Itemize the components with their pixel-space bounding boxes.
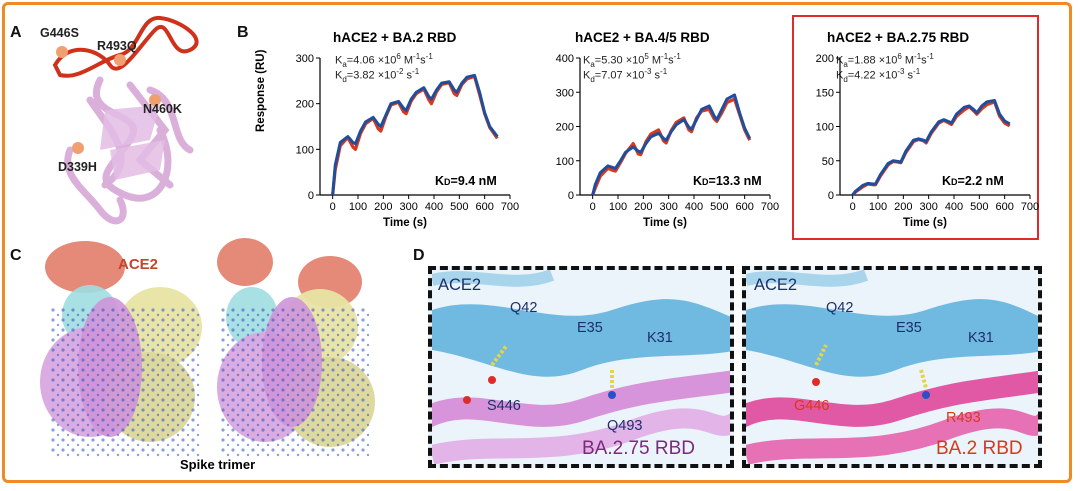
y-tick-label: 100 [296, 144, 314, 156]
y-tick-label: 300 [296, 53, 314, 65]
inset-ba275-k31: K31 [647, 330, 673, 346]
inset-ba275-rbd-label: BA.2.75 RBD [582, 438, 695, 459]
x-tick-label: 400 [685, 201, 703, 213]
y-tick-label: 150 [816, 87, 834, 99]
rbd-structure-image [52, 16, 199, 225]
x-tick-label: 300 [399, 201, 417, 213]
chart-title-ba2: hACE2 + BA.2 RBD [333, 30, 457, 45]
inset-ba2-e35: E35 [896, 320, 922, 336]
x-tick-label: 100 [349, 201, 367, 213]
y-tick-label: 300 [556, 87, 574, 99]
x-tick-label: 700 [1021, 201, 1039, 213]
x-tick-label: 600 [735, 201, 753, 213]
mutation-label-r493q: R493Q [97, 39, 137, 53]
x-tick-label: 300 [659, 201, 677, 213]
inset-ba2-rbd-label: BA.2 RBD [936, 438, 1023, 459]
x-tick-label: 600 [995, 201, 1013, 213]
x-tick-label: 200 [374, 201, 392, 213]
inset-ba2-r493: R493 [946, 410, 981, 426]
x-axis-label: Time (s) [643, 217, 687, 229]
ace2-label: ACE2 [118, 256, 159, 273]
kd-ba45: Kd=7.07 ×10-3 s-1 [583, 67, 668, 84]
series-line-data [591, 97, 752, 196]
inset-ba275-q42: Q42 [510, 300, 538, 316]
inset-ba2-g446: G446 [794, 398, 830, 414]
x-tick-label: 700 [501, 201, 519, 213]
d339h-site [72, 142, 84, 154]
spike-complex-left [40, 241, 202, 457]
y-tick-label: 0 [568, 190, 574, 202]
highlight-box [792, 15, 1039, 240]
x-axis-label: Time (s) [903, 217, 947, 229]
inset-ba275: ACE2 Q42 E35 K31 S446 Q493 BA.2.75 RBD [428, 266, 734, 468]
x-tick-label: 600 [475, 201, 493, 213]
ka-ba45: Ka=5.30 ×105 M-1s-1 [583, 52, 681, 69]
x-tick-label: 300 [919, 201, 937, 213]
y-tick-label: 100 [816, 122, 834, 134]
x-tick-label: 100 [869, 201, 887, 213]
spr-chart-ba275: 0 100 200 300 400 500 600 700 0 50 100 150 200 Time (… [816, 53, 1040, 229]
x-tick-label: 400 [425, 201, 443, 213]
y-tick-label: 50 [822, 156, 834, 168]
figure-frame [2, 2, 1072, 483]
spr-chart-ba2: 0 100 200 300 400 500 600 700 0 100 200 300 Time (s) [296, 53, 520, 229]
inset-ba275-structure [432, 270, 730, 464]
series-line-fit [591, 93, 752, 196]
inset-ba2-q42: Q42 [826, 300, 854, 316]
KD-ba275: KD=2.2 nM [942, 174, 1004, 188]
x-tick-label: 500 [450, 201, 468, 213]
chart-title-ba275: hACE2 + BA.2.75 RBD [827, 30, 970, 45]
inset-ba275-q493: Q493 [607, 418, 643, 434]
spr-chart-ba45: 0 100 200 300 400 500 600 700 0 100 200 300 400 Time … [556, 53, 780, 229]
x-tick-label: 0 [850, 201, 856, 213]
n460k-site [149, 94, 161, 106]
chart-title-ba45: hACE2 + BA.4/5 RBD [575, 30, 710, 45]
kd-ba2: Kd=3.82 ×10-2 s-1 [335, 67, 420, 84]
inset-ba275-ace2-label: ACE2 [438, 276, 482, 294]
series-line-fit [331, 73, 499, 196]
x-tick-label: 100 [609, 201, 627, 213]
spike-complex-right [217, 238, 375, 457]
x-tick-label: 700 [761, 201, 779, 213]
spike-trimer-image [40, 238, 375, 457]
y-tick-label: 200 [296, 99, 314, 111]
x-tick-label: 500 [970, 201, 988, 213]
x-tick-label: 0 [590, 201, 596, 213]
KD-ba45: KD=13.3 nM [693, 174, 762, 188]
panel-label-d: D [413, 247, 425, 264]
y-tick-label: 0 [828, 190, 834, 202]
x-tick-label: 500 [710, 201, 728, 213]
ka-ba275: Ka=1.88 ×106 M-1s-1 [836, 52, 934, 69]
inset-ba2: ACE2 Q42 E35 K31 G446 R493 BA.2 RBD [742, 266, 1042, 468]
inset-ba2-structure [746, 270, 1038, 464]
x-tick-label: 0 [330, 201, 336, 213]
mutation-label-g446s: G446S [40, 26, 79, 40]
panel-label-c: C [10, 247, 22, 264]
spike-trimer-label: Spike trimer [180, 457, 256, 472]
mutation-label-n460k: N460K [143, 102, 182, 116]
panel-label-b: B [237, 24, 249, 41]
mutation-label-d339h: D339H [58, 160, 97, 174]
y-axis-label: Response (RU) [255, 49, 267, 132]
y-tick-label: 100 [556, 156, 574, 168]
x-tick-label: 400 [945, 201, 963, 213]
x-tick-label: 200 [894, 201, 912, 213]
inset-ba275-s446: S446 [487, 398, 521, 414]
inset-ba2-k31: K31 [968, 330, 994, 346]
y-tick-label: 200 [816, 53, 834, 65]
y-tick-label: 400 [556, 53, 574, 65]
ka-ba2: Ka=4.06 ×106 M-1s-1 [335, 52, 433, 69]
KD-ba2: KD=9.4 nM [435, 174, 497, 188]
r493q-site [114, 54, 126, 66]
y-tick-label: 0 [308, 190, 314, 202]
inset-ba275-e35: E35 [577, 320, 603, 336]
x-tick-label: 200 [634, 201, 652, 213]
series-line-fit [851, 98, 1011, 196]
inset-ba2-ace2-label: ACE2 [754, 276, 798, 294]
y-tick-label: 200 [556, 122, 574, 134]
panel-label-a: A [10, 24, 22, 41]
x-axis-label: Time (s) [383, 217, 427, 229]
g446s-site [56, 46, 68, 58]
